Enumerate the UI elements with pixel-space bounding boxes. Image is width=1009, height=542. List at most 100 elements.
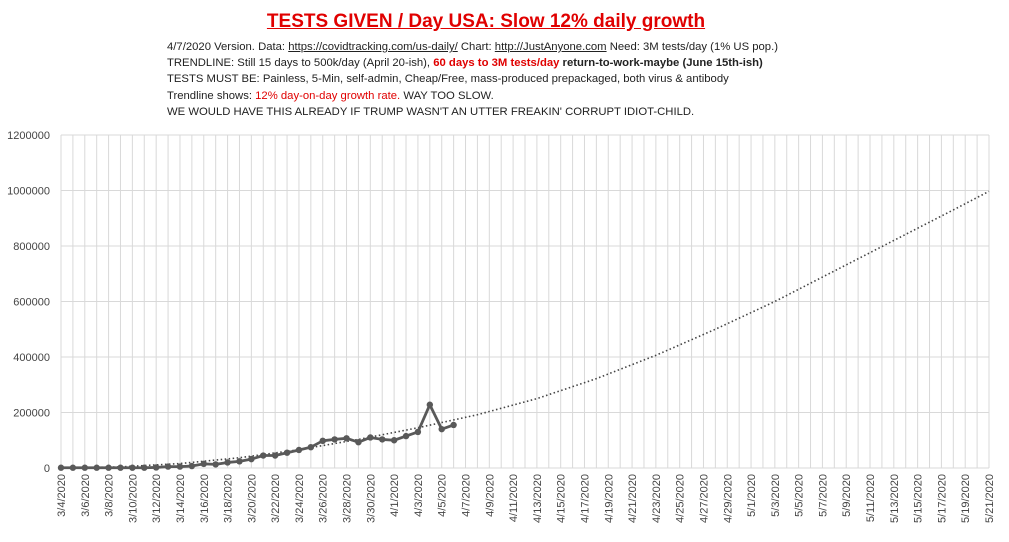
data-point (69, 464, 77, 471)
data-point (343, 435, 350, 442)
note-version-text: 4/7/2020 Version. Data: (167, 41, 289, 53)
data-point (224, 459, 231, 466)
chart-title: TESTS GIVEN / Day USA: Slow 12% daily gr… (266, 11, 706, 32)
data-point (164, 463, 172, 470)
x-tick-label: 3/8/2020 (104, 474, 116, 517)
data-point (367, 434, 374, 441)
data-point (236, 458, 243, 465)
x-tick-label: 5/15/2020 (913, 474, 925, 523)
note-line-3: TESTS MUST BE: Painless, 5-Min, self-adm… (167, 73, 729, 86)
data-point (283, 449, 291, 456)
x-tick-label: 4/19/2020 (603, 474, 615, 523)
x-tick-label: 3/22/2020 (270, 474, 282, 523)
x-tick-label: 5/1/2020 (746, 474, 758, 517)
y-tick-label: 0 (44, 463, 50, 475)
data-point (402, 432, 410, 440)
x-tick-label: 4/9/2020 (484, 474, 496, 517)
data-point (188, 462, 196, 470)
data-point (414, 428, 422, 436)
data-point (248, 455, 255, 463)
tests-line (61, 403, 455, 470)
data-point (355, 438, 362, 446)
x-tick-label: 4/23/2020 (651, 474, 663, 523)
data-point (141, 464, 148, 471)
x-tick-label: 4/15/2020 (556, 474, 568, 523)
x-tick-label: 4/17/2020 (579, 474, 591, 523)
x-tick-label: 3/30/2020 (365, 474, 377, 523)
data-point (176, 463, 184, 470)
x-tick-label: 5/7/2020 (817, 474, 829, 517)
x-tick-label: 3/14/2020 (175, 474, 187, 523)
data-point (295, 446, 303, 454)
x-tick-label: 5/19/2020 (960, 474, 972, 523)
y-tick-label: 1200000 (7, 130, 50, 142)
x-tick-label: 4/7/2020 (461, 474, 473, 517)
data-point (93, 464, 100, 471)
x-tick-label: 4/21/2020 (627, 474, 639, 523)
x-tick-label: 3/16/2020 (199, 474, 211, 523)
y-tick-label: 400000 (13, 352, 50, 364)
data-point (57, 464, 65, 471)
x-tick-label: 5/21/2020 (984, 474, 996, 523)
note-growth-rate: 12% day-on-day growth rate. (255, 89, 401, 102)
data-point (260, 452, 267, 459)
data-source-link[interactable]: https://covidtracking.com/us-daily/ (288, 41, 458, 53)
note-growth-tail: WAY TOO SLOW. (400, 89, 494, 102)
x-tick-label: 5/3/2020 (770, 474, 782, 517)
x-tick-label: 3/20/2020 (246, 474, 258, 523)
data-point (105, 464, 112, 471)
data-point (212, 461, 219, 468)
note-line-5: WE WOULD HAVE THIS ALREADY IF TRUMP WASN… (167, 105, 695, 118)
x-tick-label: 5/17/2020 (936, 474, 948, 523)
data-point (379, 436, 386, 443)
trendline (60, 190, 990, 469)
note-chart-label: Chart: (457, 41, 495, 53)
x-tick-label: 3/4/2020 (56, 474, 68, 517)
data-point (390, 437, 398, 444)
x-tick-label: 5/11/2020 (865, 474, 877, 522)
x-tick-label: 4/3/2020 (413, 474, 425, 517)
data-point (426, 401, 434, 408)
x-tick-label: 4/25/2020 (675, 474, 687, 523)
data-point (450, 421, 457, 429)
y-tick-label: 600000 (13, 297, 50, 309)
x-tick-label: 3/10/2020 (127, 474, 139, 523)
x-tick-label: 3/28/2020 (342, 474, 354, 523)
note-need-text: Need: 3M tests/day (1% US pop.) (606, 41, 778, 53)
x-tick-label: 4/1/2020 (389, 474, 401, 517)
x-tick-label: 4/29/2020 (722, 474, 734, 523)
data-point (438, 425, 445, 433)
data-point (319, 437, 326, 445)
x-tick-label: 5/9/2020 (841, 474, 853, 517)
note-growth-label: Trendline shows: (167, 89, 256, 102)
note-line-4: Trendline shows: 12% day-on-day growth r… (167, 88, 778, 104)
x-tick-label: 4/5/2020 (437, 474, 449, 517)
note-line-2: TRENDLINE: Still 15 days to 500k/day (Ap… (167, 55, 778, 71)
y-tick-label: 800000 (13, 241, 50, 253)
data-point (129, 464, 136, 471)
y-tick-label: 1000000 (7, 186, 50, 198)
x-tick-label: 3/24/2020 (294, 474, 306, 523)
data-point (152, 464, 160, 471)
note-line-1: 4/7/2020 Version. Data: https://covidtra… (167, 39, 778, 55)
data-point (331, 436, 338, 443)
x-tick-label: 4/11/2020 (508, 474, 520, 522)
x-tick-label: 5/13/2020 (889, 474, 901, 523)
x-tick-label: 3/18/2020 (223, 474, 235, 523)
x-tick-label: 4/13/2020 (532, 474, 544, 523)
data-point (117, 464, 124, 471)
data-point (81, 464, 88, 471)
x-tick-label: 5/5/2020 (794, 474, 806, 517)
note-trendline-highlight: 60 days to 3M tests/day (433, 57, 560, 70)
y-tick-label: 200000 (13, 408, 50, 420)
data-point (307, 443, 315, 451)
x-tick-label: 4/27/2020 (698, 474, 710, 523)
data-point (200, 460, 207, 468)
data-point (271, 452, 279, 459)
chart-source-link[interactable]: http://JustAnyone.com (494, 41, 607, 53)
x-tick-label: 3/12/2020 (151, 474, 163, 523)
note-trendline-tail: return-to-work-maybe (June 15th-ish) (559, 57, 763, 70)
chart-notes: 4/7/2020 Version. Data: https://covidtra… (167, 39, 778, 120)
note-trendline-text: TRENDLINE: Still 15 days to 500k/day (Ap… (167, 57, 434, 70)
